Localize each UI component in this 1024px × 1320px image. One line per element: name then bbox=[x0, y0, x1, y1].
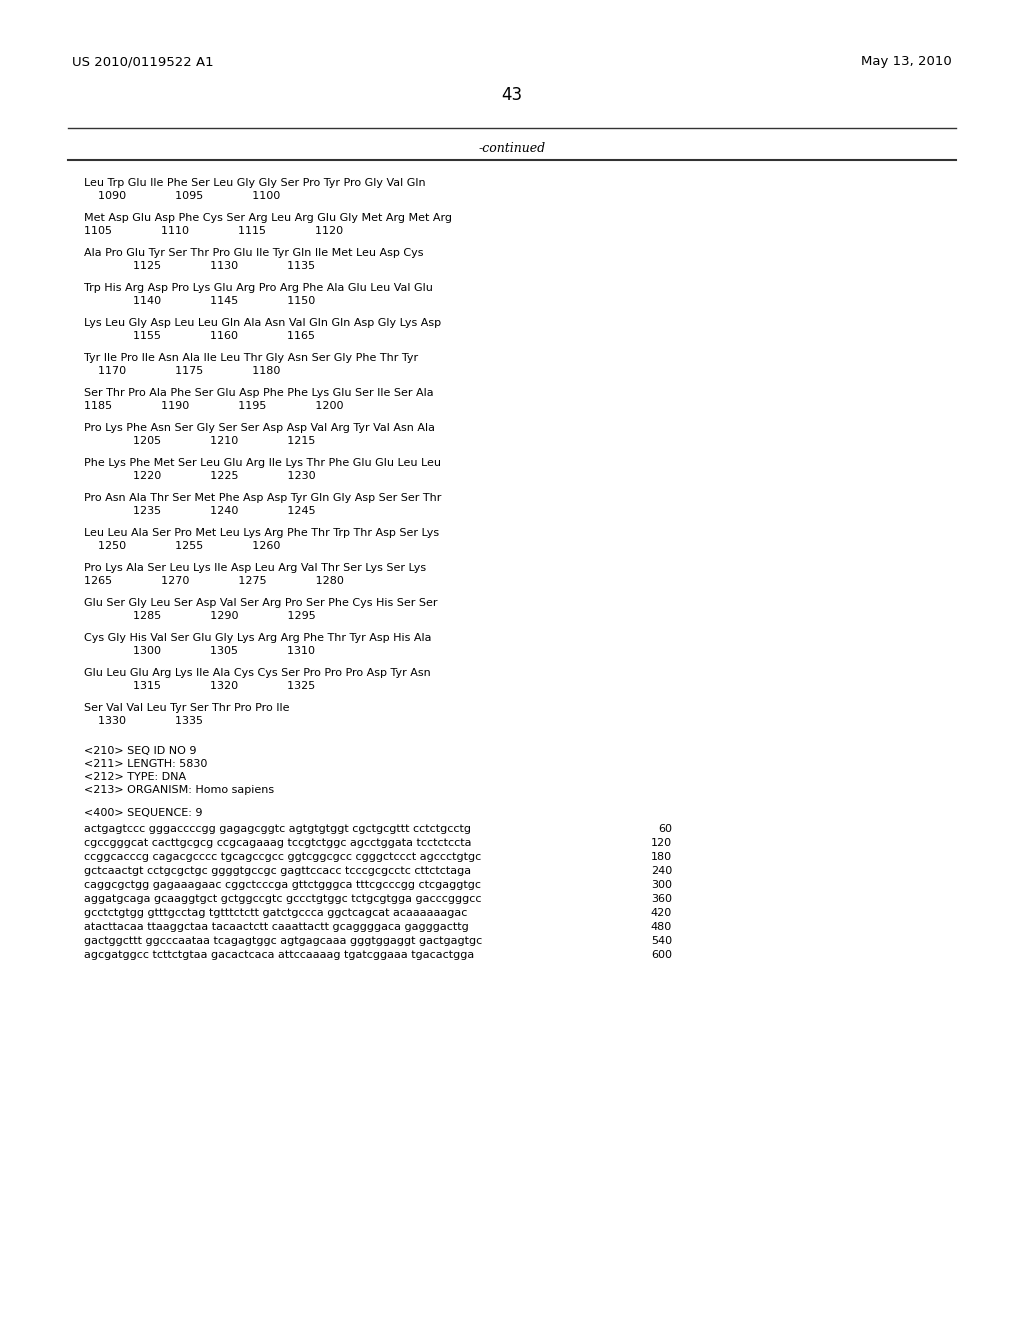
Text: May 13, 2010: May 13, 2010 bbox=[861, 55, 952, 69]
Text: ccggcacccg cagacgcccc tgcagccgcc ggtcggcgcc cgggctccct agccctgtgc: ccggcacccg cagacgcccc tgcagccgcc ggtcggc… bbox=[84, 851, 481, 862]
Text: <400> SEQUENCE: 9: <400> SEQUENCE: 9 bbox=[84, 808, 203, 818]
Text: gactggcttt ggcccaataa tcagagtggc agtgagcaaa gggtggaggt gactgagtgc: gactggcttt ggcccaataa tcagagtggc agtgagc… bbox=[84, 936, 482, 946]
Text: Cys Gly His Val Ser Glu Gly Lys Arg Arg Phe Thr Tyr Asp His Ala: Cys Gly His Val Ser Glu Gly Lys Arg Arg … bbox=[84, 634, 431, 643]
Text: cgccgggcat cacttgcgcg ccgcagaaag tccgtctggc agcctggata tcctctccta: cgccgggcat cacttgcgcg ccgcagaaag tccgtct… bbox=[84, 838, 471, 847]
Text: Ser Val Val Leu Tyr Ser Thr Pro Pro Ile: Ser Val Val Leu Tyr Ser Thr Pro Pro Ile bbox=[84, 704, 290, 713]
Text: 1235              1240              1245: 1235 1240 1245 bbox=[84, 506, 315, 516]
Text: Glu Leu Glu Arg Lys Ile Ala Cys Cys Ser Pro Pro Pro Asp Tyr Asn: Glu Leu Glu Arg Lys Ile Ala Cys Cys Ser … bbox=[84, 668, 431, 678]
Text: 240: 240 bbox=[650, 866, 672, 876]
Text: 1125              1130              1135: 1125 1130 1135 bbox=[84, 261, 315, 271]
Text: 1220              1225              1230: 1220 1225 1230 bbox=[84, 471, 315, 480]
Text: gctcaactgt cctgcgctgc ggggtgccgc gagttccacc tcccgcgcctc cttctctaga: gctcaactgt cctgcgctgc ggggtgccgc gagttcc… bbox=[84, 866, 471, 876]
Text: Trp His Arg Asp Pro Lys Glu Arg Pro Arg Phe Ala Glu Leu Val Glu: Trp His Arg Asp Pro Lys Glu Arg Pro Arg … bbox=[84, 282, 433, 293]
Text: 60: 60 bbox=[658, 824, 672, 834]
Text: gcctctgtgg gtttgcctag tgtttctctt gatctgccca ggctcagcat acaaaaaagac: gcctctgtgg gtttgcctag tgtttctctt gatctgc… bbox=[84, 908, 467, 917]
Text: <213> ORGANISM: Homo sapiens: <213> ORGANISM: Homo sapiens bbox=[84, 785, 274, 795]
Text: Leu Leu Ala Ser Pro Met Leu Lys Arg Phe Thr Trp Thr Asp Ser Lys: Leu Leu Ala Ser Pro Met Leu Lys Arg Phe … bbox=[84, 528, 439, 539]
Text: actgagtccc gggaccccgg gagagcggtc agtgtgtggt cgctgcgttt cctctgcctg: actgagtccc gggaccccgg gagagcggtc agtgtgt… bbox=[84, 824, 471, 834]
Text: Tyr Ile Pro Ile Asn Ala Ile Leu Thr Gly Asn Ser Gly Phe Thr Tyr: Tyr Ile Pro Ile Asn Ala Ile Leu Thr Gly … bbox=[84, 352, 418, 363]
Text: 1330              1335: 1330 1335 bbox=[84, 715, 203, 726]
Text: Leu Trp Glu Ile Phe Ser Leu Gly Gly Ser Pro Tyr Pro Gly Val Gln: Leu Trp Glu Ile Phe Ser Leu Gly Gly Ser … bbox=[84, 178, 426, 187]
Text: 600: 600 bbox=[651, 950, 672, 960]
Text: atacttacaa ttaaggctaa tacaactctt caaattactt gcaggggaca gagggacttg: atacttacaa ttaaggctaa tacaactctt caaatta… bbox=[84, 921, 469, 932]
Text: 180: 180 bbox=[651, 851, 672, 862]
Text: Pro Asn Ala Thr Ser Met Phe Asp Asp Tyr Gln Gly Asp Ser Ser Thr: Pro Asn Ala Thr Ser Met Phe Asp Asp Tyr … bbox=[84, 492, 441, 503]
Text: 1170              1175              1180: 1170 1175 1180 bbox=[84, 366, 281, 376]
Text: US 2010/0119522 A1: US 2010/0119522 A1 bbox=[72, 55, 214, 69]
Text: 360: 360 bbox=[651, 894, 672, 904]
Text: 1265              1270              1275              1280: 1265 1270 1275 1280 bbox=[84, 576, 344, 586]
Text: 1155              1160              1165: 1155 1160 1165 bbox=[84, 331, 315, 341]
Text: 1205              1210              1215: 1205 1210 1215 bbox=[84, 436, 315, 446]
Text: 540: 540 bbox=[651, 936, 672, 946]
Text: aggatgcaga gcaaggtgct gctggccgtc gccctgtggc tctgcgtgga gacccgggcc: aggatgcaga gcaaggtgct gctggccgtc gccctgt… bbox=[84, 894, 481, 904]
Text: Met Asp Glu Asp Phe Cys Ser Arg Leu Arg Glu Gly Met Arg Met Arg: Met Asp Glu Asp Phe Cys Ser Arg Leu Arg … bbox=[84, 213, 452, 223]
Text: 1285              1290              1295: 1285 1290 1295 bbox=[84, 611, 315, 620]
Text: 1315              1320              1325: 1315 1320 1325 bbox=[84, 681, 315, 690]
Text: 1140              1145              1150: 1140 1145 1150 bbox=[84, 296, 315, 306]
Text: 1105              1110              1115              1120: 1105 1110 1115 1120 bbox=[84, 226, 343, 236]
Text: <212> TYPE: DNA: <212> TYPE: DNA bbox=[84, 772, 186, 781]
Text: 1250              1255              1260: 1250 1255 1260 bbox=[84, 541, 281, 550]
Text: 1090              1095              1100: 1090 1095 1100 bbox=[84, 191, 281, 201]
Text: Ala Pro Glu Tyr Ser Thr Pro Glu Ile Tyr Gln Ile Met Leu Asp Cys: Ala Pro Glu Tyr Ser Thr Pro Glu Ile Tyr … bbox=[84, 248, 424, 257]
Text: 300: 300 bbox=[651, 880, 672, 890]
Text: Pro Lys Ala Ser Leu Lys Ile Asp Leu Arg Val Thr Ser Lys Ser Lys: Pro Lys Ala Ser Leu Lys Ile Asp Leu Arg … bbox=[84, 564, 426, 573]
Text: Ser Thr Pro Ala Phe Ser Glu Asp Phe Phe Lys Glu Ser Ile Ser Ala: Ser Thr Pro Ala Phe Ser Glu Asp Phe Phe … bbox=[84, 388, 433, 399]
Text: 43: 43 bbox=[502, 86, 522, 104]
Text: caggcgctgg gagaaagaac cggctcccga gttctgggca tttcgcccgg ctcgaggtgc: caggcgctgg gagaaagaac cggctcccga gttctgg… bbox=[84, 880, 481, 890]
Text: Lys Leu Gly Asp Leu Leu Gln Ala Asn Val Gln Gln Asp Gly Lys Asp: Lys Leu Gly Asp Leu Leu Gln Ala Asn Val … bbox=[84, 318, 441, 327]
Text: Pro Lys Phe Asn Ser Gly Ser Ser Asp Asp Val Arg Tyr Val Asn Ala: Pro Lys Phe Asn Ser Gly Ser Ser Asp Asp … bbox=[84, 422, 435, 433]
Text: 1185              1190              1195              1200: 1185 1190 1195 1200 bbox=[84, 401, 343, 411]
Text: agcgatggcc tcttctgtaa gacactcaca attccaaaag tgatcggaaa tgacactgga: agcgatggcc tcttctgtaa gacactcaca attccaa… bbox=[84, 950, 474, 960]
Text: <211> LENGTH: 5830: <211> LENGTH: 5830 bbox=[84, 759, 208, 770]
Text: 420: 420 bbox=[650, 908, 672, 917]
Text: <210> SEQ ID NO 9: <210> SEQ ID NO 9 bbox=[84, 746, 197, 756]
Text: 1300              1305              1310: 1300 1305 1310 bbox=[84, 645, 315, 656]
Text: 120: 120 bbox=[651, 838, 672, 847]
Text: Glu Ser Gly Leu Ser Asp Val Ser Arg Pro Ser Phe Cys His Ser Ser: Glu Ser Gly Leu Ser Asp Val Ser Arg Pro … bbox=[84, 598, 437, 609]
Text: -continued: -continued bbox=[478, 141, 546, 154]
Text: 480: 480 bbox=[650, 921, 672, 932]
Text: Phe Lys Phe Met Ser Leu Glu Arg Ile Lys Thr Phe Glu Glu Leu Leu: Phe Lys Phe Met Ser Leu Glu Arg Ile Lys … bbox=[84, 458, 441, 469]
